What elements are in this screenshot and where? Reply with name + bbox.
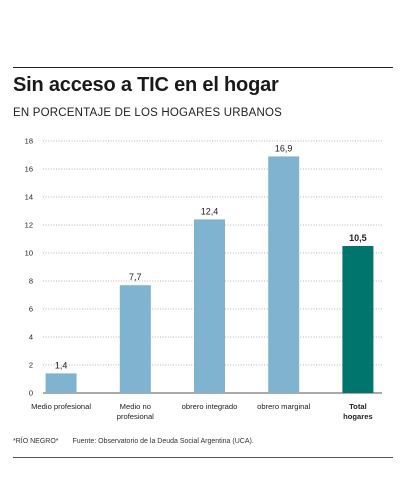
value-label: 10,5 [349, 233, 367, 243]
y-tick-label: 18 [25, 137, 33, 146]
bars [45, 156, 374, 393]
top-rule [13, 67, 393, 68]
chart-subtitle: EN PORCENTAJE DE LOS HOGARES URBANOS [13, 107, 282, 119]
chart-title: Sin acceso a TIC en el hogar [13, 74, 279, 96]
y-tick-label: 16 [25, 165, 33, 174]
category-label: profesional [117, 412, 154, 421]
y-tick-label: 6 [29, 305, 33, 314]
bar [268, 156, 300, 393]
category-label: Medio profesional [31, 402, 91, 411]
value-labels: 1,4 7,7 12,4 16,9 10,5 [55, 143, 367, 370]
bottom-rule [13, 457, 393, 458]
y-tick-label: 0 [29, 389, 33, 398]
category-label: hogares [343, 412, 373, 421]
bar [342, 246, 374, 393]
y-tick-label: 12 [25, 221, 33, 230]
bar-chart: 0 2 4 6 8 10 12 14 16 18 1,4 7,7 12,4 16,9 10,5 Medio… [25, 137, 382, 421]
footer: *RÍO NEGRO* Fuente: Observatorio de la D… [13, 438, 254, 445]
category-label: obrero marginal [257, 402, 310, 411]
bar [194, 219, 225, 393]
category-label: obrero integrado [182, 402, 238, 411]
value-label: 12,4 [201, 206, 219, 216]
y-tick-label: 2 [29, 361, 33, 370]
value-label: 7,7 [129, 272, 142, 282]
y-tick-label: 4 [29, 333, 33, 342]
bar [119, 285, 151, 393]
bar [45, 373, 77, 393]
category-label: Medio no [120, 402, 151, 411]
y-tick-label: 14 [25, 193, 33, 202]
footer-source: Fuente: Observatorio de la Deuda Social … [72, 438, 254, 445]
y-tick-label: 10 [25, 249, 33, 258]
category-label: Total [349, 402, 367, 411]
footer-note: *RÍO NEGRO* [13, 438, 59, 445]
value-label: 16,9 [275, 143, 293, 153]
value-label: 1,4 [55, 360, 68, 370]
y-tick-label: 8 [29, 277, 33, 286]
y-axis-ticks: 0 2 4 6 8 10 12 14 16 18 [25, 137, 33, 398]
